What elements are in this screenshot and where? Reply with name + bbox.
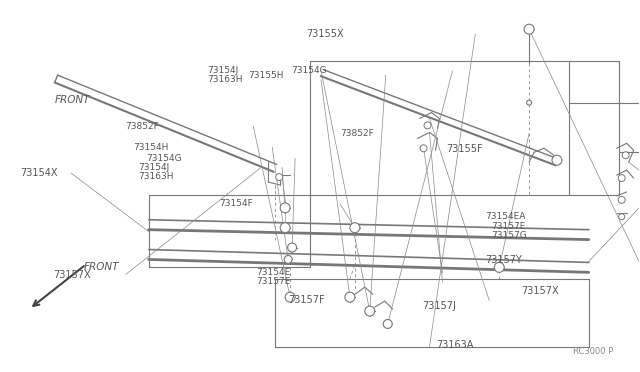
Circle shape — [527, 100, 532, 105]
Circle shape — [350, 223, 360, 232]
Text: 73154EA: 73154EA — [486, 212, 526, 221]
Text: 73163H: 73163H — [138, 171, 174, 180]
Text: 73154F: 73154F — [220, 199, 253, 208]
Text: 73155H: 73155H — [248, 71, 284, 80]
Circle shape — [494, 262, 504, 272]
Text: 73157G: 73157G — [491, 231, 527, 240]
Text: 73157X: 73157X — [521, 286, 558, 296]
Circle shape — [383, 320, 392, 328]
Text: 73154G: 73154G — [147, 154, 182, 163]
Text: 73163A: 73163A — [436, 340, 474, 350]
Text: RC3000 P: RC3000 P — [573, 347, 613, 356]
Text: 73155X: 73155X — [306, 29, 344, 39]
Text: FRONT: FRONT — [84, 262, 120, 272]
Text: 73157Y: 73157Y — [486, 255, 522, 265]
Circle shape — [365, 306, 375, 316]
Circle shape — [284, 256, 292, 263]
Text: 73154G: 73154G — [291, 66, 327, 75]
Circle shape — [280, 203, 290, 213]
Text: 73157E: 73157E — [491, 222, 525, 231]
Text: FRONT: FRONT — [54, 95, 90, 105]
Text: 73154H: 73154H — [133, 143, 169, 152]
Circle shape — [618, 174, 625, 182]
Text: 73852F: 73852F — [125, 122, 159, 131]
Text: 73154J: 73154J — [138, 163, 170, 172]
Circle shape — [619, 214, 625, 220]
Circle shape — [276, 174, 283, 180]
Text: 73157E: 73157E — [256, 278, 291, 286]
Text: 73157F: 73157F — [288, 295, 324, 305]
Text: 73154E: 73154E — [256, 268, 291, 277]
Text: 73163H: 73163H — [207, 75, 243, 84]
Circle shape — [552, 155, 562, 165]
Circle shape — [622, 152, 629, 159]
Circle shape — [420, 145, 427, 152]
Circle shape — [618, 196, 625, 203]
Text: 73155F: 73155F — [446, 144, 483, 154]
Text: 73852F: 73852F — [340, 129, 374, 138]
Text: 73154X: 73154X — [20, 168, 58, 178]
Circle shape — [424, 122, 431, 129]
Circle shape — [345, 292, 355, 302]
Text: 73157X: 73157X — [54, 270, 92, 280]
Text: 73154J: 73154J — [207, 66, 239, 75]
Circle shape — [524, 24, 534, 34]
Circle shape — [287, 243, 296, 252]
Circle shape — [285, 292, 295, 302]
Text: 73157J: 73157J — [422, 301, 456, 311]
Circle shape — [280, 223, 290, 232]
